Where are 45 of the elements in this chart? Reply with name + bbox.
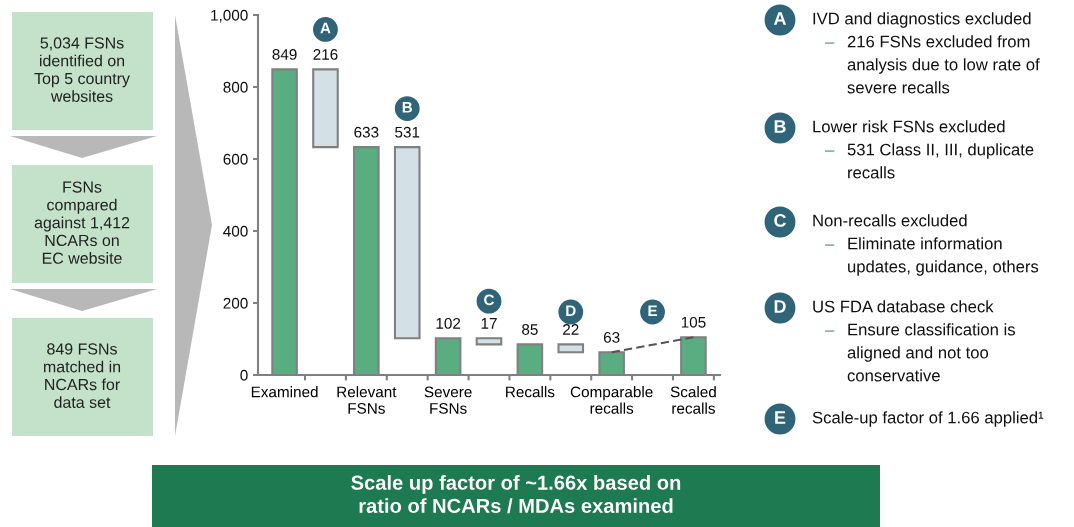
x-tick-label: Examined <box>251 386 318 398</box>
data-label: 22 <box>563 324 579 335</box>
x-tick-label: Severe FSNs <box>424 386 472 414</box>
x-tick-label: Comparable recalls <box>570 386 653 414</box>
annotation: B <box>402 102 413 113</box>
text: 849 FSNs matched in NCARs for data set <box>44 343 121 408</box>
data-label: 102 <box>436 317 461 329</box>
text: 5,034 FSNs identified on Top 5 country websites <box>34 37 130 102</box>
annotation: A <box>320 22 331 34</box>
text: B <box>774 120 786 133</box>
y-tick-label: 1,000 <box>211 9 248 23</box>
data-label: 85 <box>522 324 538 335</box>
y-tick-label: 800 <box>223 81 248 93</box>
data-label: 216 <box>313 49 338 60</box>
text: Scale up factor of ~1.66x based on ratio of NCARs / MDAs examined <box>351 475 681 514</box>
bar <box>557 343 585 354</box>
text: US FDA database check – Ensure classification is aligned and not too conservative <box>813 300 1015 382</box>
y-tick-label: 400 <box>223 225 248 237</box>
y-tick-label: 0 <box>240 369 248 381</box>
text: C <box>774 214 787 227</box>
bar <box>475 337 503 346</box>
data-label: 105 <box>681 316 706 328</box>
data-label: 63 <box>603 332 620 343</box>
data-label: 531 <box>395 126 420 138</box>
x-tick-label: Relevant FSNs <box>337 386 397 414</box>
y-tick-label: 600 <box>223 153 248 165</box>
text: IVD and diagnostics excluded – 216 FSNs excluded from analysis due to low rate of severe recalls <box>813 12 1040 94</box>
data-label: 849 <box>272 49 297 60</box>
annotation: C <box>484 294 495 306</box>
y-tick-label: 200 <box>223 297 248 309</box>
annotation: E <box>648 305 658 316</box>
text: Non-recalls excluded – Eliminate information updates, guidance, others <box>813 214 1039 276</box>
text: E <box>775 411 786 424</box>
data-label: 17 <box>481 318 497 329</box>
text: Lower risk FSNs excluded – 531 Class II, III, duplicate recalls <box>813 120 1034 179</box>
bar <box>312 68 339 149</box>
text: A <box>773 12 787 25</box>
bar <box>393 146 421 340</box>
annotation: D <box>566 305 576 316</box>
x-tick-label: Recalls <box>506 386 555 398</box>
text: Scale-up factor of 1.66 applied¹ <box>812 411 1044 427</box>
text: FSNs compared against 1,412 NCARs on EC website <box>34 181 130 264</box>
text: D <box>774 300 786 313</box>
data-label: 633 <box>354 126 379 138</box>
x-tick-label: Scaled recalls <box>670 386 716 414</box>
